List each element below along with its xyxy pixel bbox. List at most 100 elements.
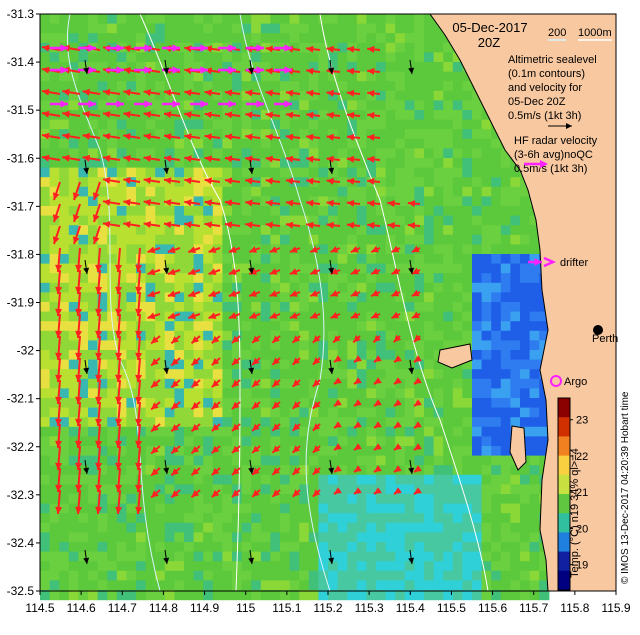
- sst-cell: [59, 177, 70, 188]
- sst-cell: [299, 158, 310, 169]
- sst-cell: [462, 90, 473, 101]
- sst-cell: [337, 81, 348, 92]
- sst-cell: [174, 350, 185, 361]
- sst-cell: [145, 282, 156, 293]
- hf-arrow-head: [411, 267, 420, 275]
- hf-arrow-head: [306, 45, 314, 53]
- sst-cell: [289, 81, 300, 92]
- sst-cell: [241, 234, 252, 245]
- sst-cell: [203, 14, 214, 25]
- sst-cell: [241, 302, 252, 313]
- sst-cell: [260, 580, 271, 591]
- sst-cell: [49, 282, 60, 293]
- sst-cell: [299, 215, 310, 226]
- sst-cell: [356, 426, 367, 437]
- hf-arrow-head: [334, 399, 342, 406]
- sst-cell: [260, 282, 271, 293]
- hf-arrow-head: [135, 396, 143, 404]
- sst-cell: [232, 158, 243, 169]
- sst-cell: [462, 196, 473, 207]
- sst-cell: [452, 177, 463, 188]
- sst-cell: [88, 90, 99, 101]
- sst-cell: [308, 81, 319, 92]
- sst-cell: [433, 119, 444, 130]
- sst-cell: [68, 186, 79, 197]
- sst-cell: [136, 138, 147, 149]
- sst-cell: [126, 302, 137, 313]
- sst-cell: [280, 90, 291, 101]
- sst-cell: [193, 378, 204, 389]
- sst-cell: [289, 206, 300, 217]
- sst-cell: [395, 167, 406, 178]
- sst-cell: [126, 62, 137, 73]
- sst-cell: [443, 110, 454, 121]
- sst-cell: [145, 177, 156, 188]
- sst-cell: [462, 234, 473, 245]
- sst-cell: [155, 398, 166, 409]
- sst-cell: [184, 282, 195, 293]
- sst-cell: [88, 465, 99, 476]
- sst-cell: [481, 292, 492, 303]
- sst-cell: [260, 503, 271, 514]
- sst-cell: [433, 484, 444, 495]
- sst-cell: [414, 62, 425, 73]
- sst-cell: [270, 52, 281, 63]
- sst-cell: [395, 542, 406, 553]
- sst-cell: [481, 330, 492, 341]
- sst-cell: [299, 446, 310, 457]
- sst-cell: [452, 244, 463, 255]
- sst-cell: [260, 148, 271, 159]
- sst-cell: [241, 340, 252, 351]
- sst-cell: [78, 100, 89, 111]
- drifter-arrow-head: [200, 66, 208, 74]
- hf-arrow-head: [252, 423, 260, 431]
- sst-cell: [299, 484, 310, 495]
- sst-cell: [385, 522, 396, 533]
- colorbar-swatch: [558, 532, 570, 553]
- drifter-arrow-head: [172, 44, 180, 52]
- sst-cell: [385, 42, 396, 53]
- sst-cell: [136, 407, 147, 418]
- sst-cell: [155, 369, 166, 380]
- sst-cell: [145, 186, 156, 197]
- sst-cell: [251, 254, 262, 265]
- sst-cell: [328, 542, 339, 553]
- hf-arrow-head: [167, 290, 176, 298]
- sst-cell: [193, 33, 204, 44]
- sst-cell: [40, 321, 51, 332]
- sst-cell: [97, 302, 108, 313]
- y-tick-label: -31.5: [7, 103, 35, 117]
- sst-cell: [356, 158, 367, 169]
- sst-cell: [318, 23, 329, 34]
- altimetry-arrow-head: [163, 67, 170, 74]
- sst-cell: [452, 100, 463, 111]
- sst-cell: [289, 580, 300, 591]
- sst-cell: [88, 321, 99, 332]
- sst-cell: [337, 225, 348, 236]
- sst-cell: [337, 570, 348, 581]
- sst-cell: [78, 177, 89, 188]
- sst-cell: [404, 100, 415, 111]
- sst-cell: [376, 340, 387, 351]
- sst-cell: [395, 244, 406, 255]
- sst-cell: [155, 110, 166, 121]
- sst-cell: [145, 551, 156, 562]
- sst-cell: [500, 590, 511, 601]
- sst-cell: [500, 532, 511, 543]
- sst-cell: [212, 282, 223, 293]
- altimetry-arrow-head: [83, 67, 90, 74]
- sst-cell: [299, 426, 310, 437]
- sst-cell: [68, 148, 79, 159]
- sst-cell: [337, 398, 348, 409]
- sst-cell: [88, 254, 99, 265]
- sst-cell: [433, 455, 444, 466]
- hf-arrow-head: [184, 221, 192, 229]
- sst-cell: [328, 436, 339, 447]
- sst-cell: [452, 369, 463, 380]
- sst-cell: [520, 292, 531, 303]
- sst-cell: [443, 244, 454, 255]
- sst-cell: [424, 398, 435, 409]
- sst-cell: [212, 522, 223, 533]
- sst-cell: [270, 292, 281, 303]
- sst-cell: [308, 561, 319, 572]
